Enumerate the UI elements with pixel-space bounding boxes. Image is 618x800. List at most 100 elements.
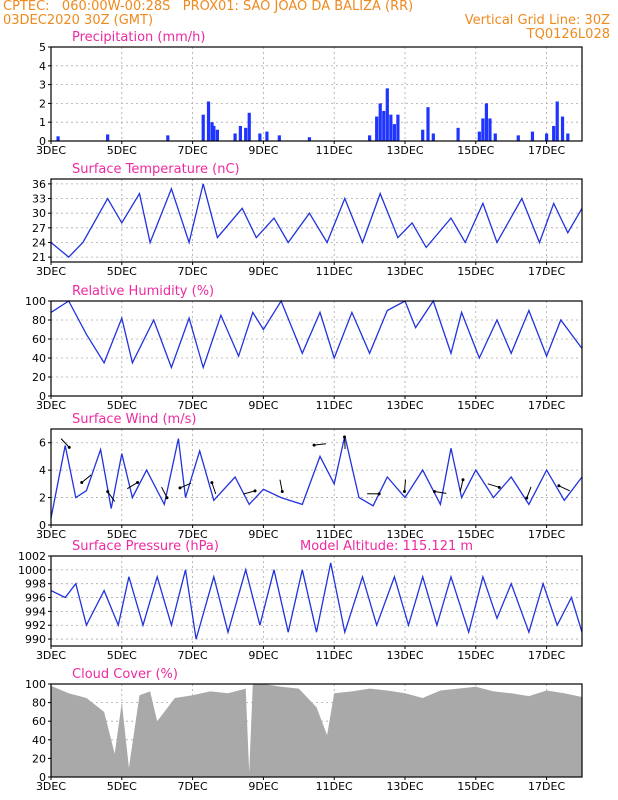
series-line xyxy=(50,435,583,519)
precip-bar xyxy=(56,136,60,141)
precip-bar xyxy=(545,133,549,141)
wind-arrow-head xyxy=(525,496,529,500)
wind-arrow xyxy=(243,490,256,495)
y-tick-label: 998 xyxy=(25,578,46,591)
plot-frame xyxy=(50,300,583,397)
panel-title: Surface Pressure (hPa) xyxy=(72,539,219,554)
wind-arrow xyxy=(344,436,346,450)
y-tick-label: 100 xyxy=(25,678,46,691)
y-tick-label: 990 xyxy=(25,633,46,646)
wind-arrow-head xyxy=(67,445,71,449)
header-grid-line: Vertical Grid Line: 30Z xyxy=(464,13,610,28)
precip-bar xyxy=(244,127,248,141)
x-tick-label: 7DEC xyxy=(178,265,208,278)
y-tick-label: 4 xyxy=(39,60,46,73)
y-tick-label: 40 xyxy=(32,352,46,365)
wind-arrow-head xyxy=(402,490,406,494)
wind-arrow xyxy=(558,485,570,492)
plot-frame xyxy=(50,683,583,778)
x-tick-label: 7DEC xyxy=(178,649,208,662)
y-tick-label: 40 xyxy=(32,734,46,747)
wind-arrow xyxy=(161,486,168,499)
x-tick-label: 3DEC xyxy=(36,780,66,793)
precip-bar xyxy=(206,101,211,141)
precip-bar xyxy=(215,129,219,141)
precip-bar xyxy=(426,107,430,141)
y-tick-label: 60 xyxy=(32,715,46,728)
precip-bar xyxy=(106,134,110,141)
precip-bar xyxy=(566,133,570,141)
precip-bar xyxy=(481,118,485,141)
x-tick-label: 3DEC xyxy=(36,649,66,662)
x-tick-label: 11DEC xyxy=(316,265,353,278)
wind-arrow-head xyxy=(312,443,316,447)
y-tick-label: 1002 xyxy=(18,550,46,563)
panel-4 xyxy=(48,428,583,528)
x-tick-label: 13DEC xyxy=(386,780,423,793)
precip-bar xyxy=(421,129,425,141)
precip-bar xyxy=(238,125,242,141)
wind-arrow xyxy=(81,474,92,483)
precip-bar xyxy=(385,88,389,141)
wind-arrow xyxy=(127,482,138,490)
panel-6 xyxy=(48,683,583,780)
y-tick-label: 80 xyxy=(32,314,46,327)
wind-arrow xyxy=(487,483,500,488)
y-tick-label: 60 xyxy=(32,333,46,346)
y-tick-label: 24 xyxy=(32,236,46,249)
header-date: 03DEC2020 30Z (GMT) xyxy=(3,13,154,28)
plot-frame xyxy=(50,428,583,526)
x-tick-label: 11DEC xyxy=(316,144,353,157)
wind-arrow-head xyxy=(210,481,214,485)
x-tick-label: 13DEC xyxy=(386,399,423,412)
wind-arrow-head xyxy=(461,478,465,482)
panel-title: Surface Wind (m/s) xyxy=(72,412,196,427)
x-tick-label: 3DEC xyxy=(36,528,66,541)
wind-arrow-head xyxy=(178,486,182,490)
cloud-cover-area xyxy=(51,684,582,777)
wind-arrow-head xyxy=(343,435,347,439)
precip-bar xyxy=(378,103,382,141)
x-tick-label: 15DEC xyxy=(457,528,494,541)
y-tick-label: 992 xyxy=(25,619,46,632)
wind-arrow-head xyxy=(280,489,284,493)
x-tick-label: 9DEC xyxy=(248,528,278,541)
y-tick-label: 0 xyxy=(39,519,46,532)
wind-arrow xyxy=(107,491,116,502)
x-tick-label: 9DEC xyxy=(248,144,278,157)
x-tick-label: 13DEC xyxy=(386,528,423,541)
x-tick-label: 3DEC xyxy=(36,144,66,157)
y-tick-label: 100 xyxy=(25,295,46,308)
precip-bar xyxy=(560,116,565,141)
x-tick-label: 15DEC xyxy=(457,649,494,662)
y-tick-label: 0 xyxy=(39,390,46,403)
x-tick-label: 17DEC xyxy=(528,780,565,793)
series-line xyxy=(50,562,583,640)
y-tick-label: 2 xyxy=(39,97,46,110)
wind-arrow-head xyxy=(432,489,436,493)
wind-arrow-head xyxy=(253,489,257,493)
x-tick-label: 17DEC xyxy=(528,649,565,662)
plot-frame xyxy=(50,555,583,647)
x-tick-label: 15DEC xyxy=(457,265,494,278)
x-tick-label: 9DEC xyxy=(248,780,278,793)
plot-frame xyxy=(50,178,583,263)
wind-arrow-head xyxy=(497,485,501,489)
x-tick-label: 11DEC xyxy=(316,780,353,793)
precip-bar xyxy=(382,110,386,141)
y-tick-label: 36 xyxy=(32,178,46,191)
x-tick-label: 17DEC xyxy=(528,528,565,541)
x-tick-label: 5DEC xyxy=(107,649,137,662)
x-tick-label: 9DEC xyxy=(248,649,278,662)
panel-title: Relative Humidity (%) xyxy=(72,284,214,299)
wind-arrow xyxy=(403,479,407,492)
x-tick-label: 7DEC xyxy=(178,528,208,541)
precip-bar xyxy=(516,135,520,141)
x-tick-label: 15DEC xyxy=(457,399,494,412)
precip-bar xyxy=(396,114,400,141)
wind-arrow-head xyxy=(165,496,169,500)
wind-arrow xyxy=(434,490,447,494)
precip-bar xyxy=(392,124,396,141)
wind-arrow-head xyxy=(557,484,561,488)
